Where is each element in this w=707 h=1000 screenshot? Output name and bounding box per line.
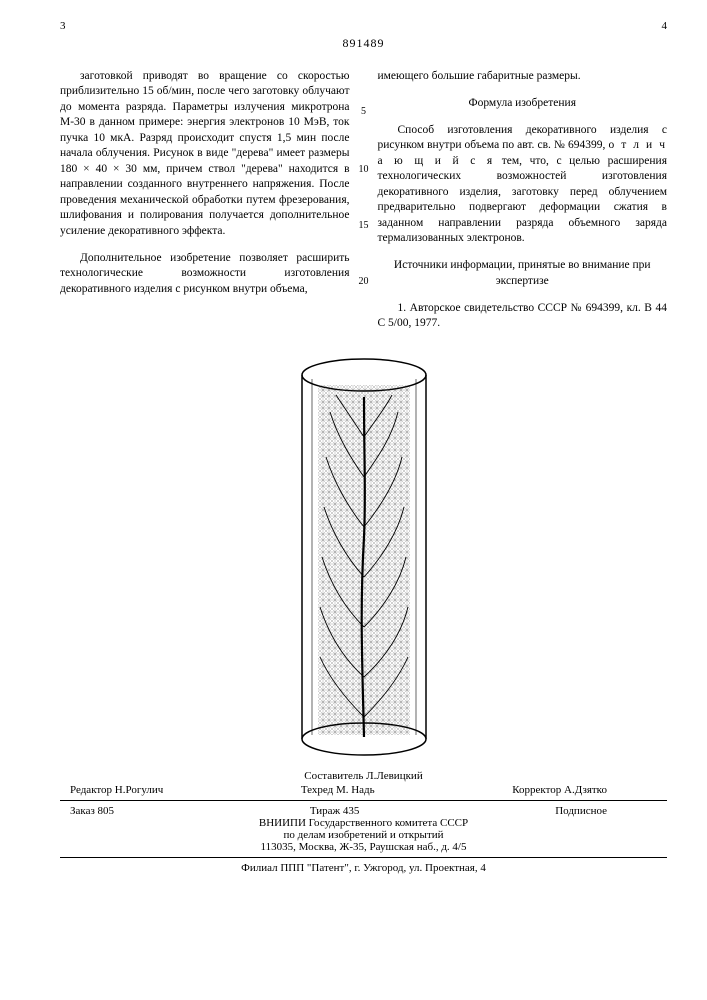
line-number: 10 (355, 163, 373, 177)
col-num-right: 4 (662, 20, 668, 32)
formula-title: Формула изобретения (378, 96, 668, 112)
org-line-2: по делам изобретений и открытий (60, 829, 667, 841)
paragraph: Дополнительное изобретение позволяет рас… (60, 251, 350, 298)
divider (60, 857, 667, 858)
tirage: Тираж 435 (310, 805, 360, 817)
claim-paragraph: Способ изготовления декоративного издели… (378, 123, 668, 247)
paragraph: имеющего большие габаритные размеры. (378, 69, 668, 85)
techred: Техред М. Надь (301, 784, 375, 796)
page: 3 4 891489 5 10 15 20 заготовкой приводя… (0, 0, 707, 894)
order: Заказ 805 (70, 805, 114, 817)
compiler-line: Составитель Л.Левицкий (60, 770, 667, 782)
divider (60, 800, 667, 801)
patent-number: 891489 (60, 36, 667, 51)
order-row: Заказ 805 Тираж 435 Подписное (70, 805, 607, 817)
patent-figure (60, 357, 667, 762)
column-numbers: 3 4 (60, 20, 667, 32)
editor: Редактор Н.Рогулич (70, 784, 163, 796)
two-column-body: 5 10 15 20 заготовкой приводят во вращен… (60, 57, 667, 343)
cylinder-tree-icon (284, 357, 444, 757)
branch-line: Филиал ППП "Патент", г. Ужгород, ул. Про… (60, 862, 667, 874)
credits-row: Редактор Н.Рогулич Техред М. Надь Коррек… (70, 784, 607, 796)
line-number: 5 (355, 105, 373, 119)
corrector: Корректор А.Дзятко (512, 784, 607, 796)
line-number: 20 (355, 275, 373, 289)
org-line-1: ВНИИПИ Государственного комитета СССР (60, 817, 667, 829)
address: 113035, Москва, Ж-35, Раушская наб., д. … (60, 841, 667, 853)
claim-tail: тем, что, с целью расширения технологиче… (378, 155, 668, 245)
sources-item: 1. Авторское свидетельство СССР № 694399… (378, 301, 668, 332)
right-column: имеющего большие габаритные размеры. Фор… (378, 57, 668, 343)
col-num-left: 3 (60, 20, 66, 32)
sources-title: Источники информации, принятые во вниман… (378, 258, 668, 289)
line-number: 15 (355, 219, 373, 233)
left-column: заготовкой приводят во вращение со скоро… (60, 57, 350, 343)
paragraph: заготовкой приводят во вращение со скоро… (60, 69, 350, 240)
subscript: Подписное (555, 805, 607, 817)
